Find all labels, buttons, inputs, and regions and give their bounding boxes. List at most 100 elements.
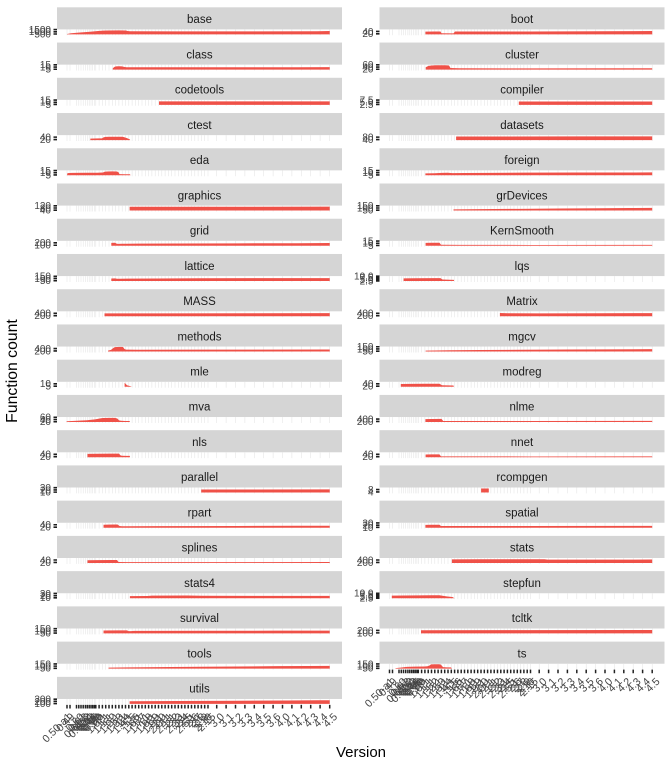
svg-text:2.5: 2.5	[360, 276, 374, 287]
svg-text:15: 15	[40, 95, 52, 106]
svg-text:grid: grid	[190, 226, 209, 238]
svg-text:spatial: spatial	[505, 507, 538, 519]
svg-text:MASS: MASS	[183, 296, 216, 308]
svg-text:20: 20	[362, 452, 374, 463]
svg-text:2.5: 2.5	[360, 100, 374, 111]
svg-text:400: 400	[34, 309, 51, 320]
svg-text:5: 5	[45, 100, 51, 111]
svg-text:100: 100	[34, 626, 51, 637]
svg-text:60: 60	[40, 413, 52, 424]
svg-text:rpart: rpart	[188, 507, 212, 519]
svg-text:15: 15	[362, 166, 374, 177]
svg-text:40: 40	[40, 206, 52, 217]
svg-text:eda: eda	[190, 155, 210, 167]
svg-text:20: 20	[40, 523, 52, 534]
svg-text:5: 5	[368, 241, 374, 252]
svg-text:200: 200	[34, 346, 51, 357]
svg-text:50: 50	[40, 276, 52, 287]
svg-text:4: 4	[368, 487, 374, 498]
svg-text:graphics: graphics	[178, 190, 222, 202]
svg-text:200: 200	[357, 417, 374, 428]
svg-text:stepfun: stepfun	[503, 578, 541, 590]
svg-text:80: 80	[362, 133, 374, 144]
svg-text:50: 50	[362, 347, 374, 358]
svg-text:10: 10	[40, 488, 52, 499]
svg-text:foreign: foreign	[504, 155, 539, 167]
svg-text:tcltk: tcltk	[512, 613, 533, 625]
svg-text:10: 10	[40, 168, 52, 179]
svg-text:5: 5	[45, 170, 51, 181]
svg-text:5.0: 5.0	[360, 98, 374, 109]
svg-text:10.0: 10.0	[354, 589, 374, 600]
svg-text:utils: utils	[189, 684, 210, 696]
svg-text:20: 20	[40, 452, 52, 463]
svg-text:splines: splines	[182, 543, 218, 555]
svg-text:500: 500	[34, 29, 51, 40]
svg-text:compiler: compiler	[500, 85, 544, 97]
svg-text:200: 200	[34, 238, 51, 249]
svg-text:30: 30	[40, 589, 52, 600]
svg-text:5: 5	[45, 382, 51, 393]
svg-text:Function count: Function count	[4, 319, 21, 423]
svg-text:150: 150	[34, 624, 51, 635]
svg-text:tools: tools	[187, 648, 212, 660]
svg-text:datasets: datasets	[500, 120, 544, 132]
svg-text:150: 150	[357, 201, 374, 212]
svg-text:nls: nls	[192, 437, 207, 449]
svg-text:200: 200	[34, 697, 51, 708]
svg-text:200: 200	[357, 626, 374, 637]
svg-text:5: 5	[368, 170, 374, 181]
svg-text:boot: boot	[511, 14, 534, 26]
svg-text:ctest: ctest	[187, 120, 212, 132]
svg-text:50: 50	[40, 628, 52, 639]
svg-text:100: 100	[34, 662, 51, 673]
svg-text:1000: 1000	[29, 27, 52, 38]
svg-text:base: base	[187, 14, 212, 26]
svg-text:400: 400	[357, 555, 374, 566]
svg-text:400: 400	[357, 309, 374, 320]
svg-text:nlme: nlme	[510, 402, 535, 414]
svg-text:mle: mle	[190, 367, 209, 379]
svg-text:15: 15	[40, 60, 52, 71]
svg-text:40: 40	[40, 133, 52, 144]
svg-text:7.5: 7.5	[360, 590, 374, 601]
svg-text:rcompgen: rcompgen	[496, 472, 547, 484]
svg-text:ts: ts	[518, 648, 527, 660]
svg-text:40: 40	[362, 27, 374, 38]
svg-text:100: 100	[34, 241, 51, 252]
svg-text:Version: Version	[336, 744, 386, 761]
svg-text:20: 20	[40, 558, 52, 569]
svg-text:20: 20	[362, 521, 374, 532]
svg-text:lattice: lattice	[184, 261, 214, 273]
svg-text:200: 200	[357, 311, 374, 322]
svg-text:100: 100	[357, 662, 374, 673]
svg-text:10: 10	[40, 98, 52, 109]
svg-text:5: 5	[45, 65, 51, 76]
svg-text:300: 300	[34, 695, 51, 706]
svg-text:cluster: cluster	[505, 49, 539, 61]
svg-text:100: 100	[357, 344, 374, 355]
svg-text:15: 15	[362, 236, 374, 247]
svg-text:50: 50	[362, 664, 374, 675]
svg-text:40: 40	[362, 135, 374, 146]
svg-text:50: 50	[362, 206, 374, 217]
svg-text:40: 40	[362, 450, 374, 461]
svg-text:150: 150	[34, 659, 51, 670]
svg-text:8: 8	[368, 485, 374, 496]
svg-text:20: 20	[40, 417, 52, 428]
svg-text:7.5: 7.5	[360, 95, 374, 106]
svg-text:40: 40	[40, 450, 52, 461]
svg-text:20: 20	[40, 135, 52, 146]
svg-text:10: 10	[362, 239, 374, 250]
svg-text:parallel: parallel	[181, 472, 218, 484]
svg-text:30: 30	[362, 518, 374, 529]
svg-text:60: 60	[362, 60, 374, 71]
svg-text:KernSmooth: KernSmooth	[490, 226, 554, 238]
svg-text:200: 200	[357, 558, 374, 569]
svg-text:mva: mva	[189, 402, 211, 414]
svg-text:20: 20	[40, 485, 52, 496]
svg-text:200: 200	[34, 311, 51, 322]
svg-text:stats4: stats4	[184, 578, 215, 590]
svg-text:2.5: 2.5	[360, 594, 374, 605]
svg-text:stats: stats	[510, 543, 535, 555]
